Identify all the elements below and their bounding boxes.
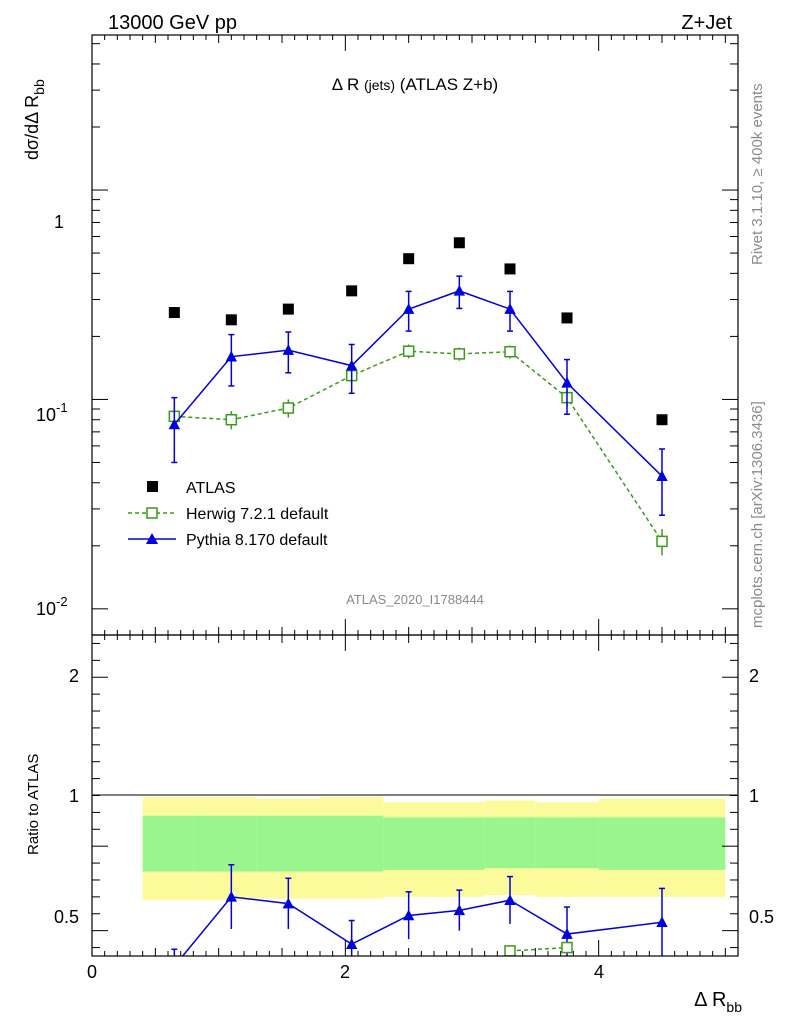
ratio-herwig-point (504, 945, 516, 956)
herwig-point (504, 345, 516, 358)
herwig-point (225, 413, 238, 426)
pythia-point (225, 350, 238, 362)
legend-atlas-marker (147, 481, 158, 492)
atlas-point (504, 263, 516, 275)
ratio-band-inner (193, 815, 257, 872)
atlas-point (282, 303, 294, 315)
ratio-band-inner (434, 817, 485, 870)
ratio-band-inner (535, 817, 599, 869)
ratio-pythia-point (282, 897, 295, 909)
ratio-pythia-point (504, 894, 516, 906)
ratio-frame (91, 634, 739, 957)
ratio-herwig-point (561, 941, 573, 954)
ratio-pythia-point (402, 909, 415, 921)
legend-atlas-label: ATLAS (186, 480, 236, 497)
herwig-point (402, 345, 415, 357)
atlas-point (225, 314, 237, 326)
ratio-y-tick-2-left: 2 (69, 666, 79, 686)
analysis-watermark: ATLAS_2020_I1788444 (346, 592, 484, 607)
herwig-point (282, 402, 295, 414)
atlas-point (346, 285, 358, 297)
ratio-y-tick-2-right: 2 (749, 666, 759, 686)
main-data-layer (168, 237, 668, 556)
legend-herwig-marker (146, 507, 158, 519)
x-tick-label-0: 0 (87, 962, 97, 982)
main-panel: Δ R (jets) (ATLAS Z+b) dσ/dΔ Rbb 1 10-1 … (22, 34, 739, 636)
ratio-y-axis-label: Ratio to ATLAS (25, 754, 42, 855)
pythia-point (168, 418, 181, 430)
pythia-point (656, 470, 668, 481)
header-left-title: 13000 GeV pp (108, 12, 237, 34)
mcplots-label: mcplots.cern.ch [arXiv:1306.3436] (749, 401, 766, 628)
y-tick-label-1: 1 (54, 212, 64, 232)
legend-pythia-label: Pythia 8.170 default (186, 532, 328, 549)
ratio-pythia-point (561, 928, 573, 939)
pythia-point (402, 303, 415, 314)
ratio-y-tick-1-left: 1 (69, 786, 79, 806)
pythia-line (173, 290, 663, 477)
ratio-band-inner (320, 815, 384, 872)
ratio-band-inner (598, 817, 726, 870)
pythia-point (282, 344, 295, 355)
pythia-point (561, 376, 573, 388)
x-tick-label-2: 2 (340, 962, 350, 982)
main-axis-ticks (91, 35, 738, 635)
ratio-pythia-point (345, 938, 358, 949)
main-y-axis-label: dσ/dΔ Rbb (22, 79, 47, 160)
ratio-band-inner (256, 815, 320, 872)
atlas-point (453, 237, 465, 249)
atlas-point (656, 414, 668, 426)
rivet-label: Rivet 3.1.10, ≥ 400k events (749, 83, 766, 265)
atlas-point (168, 307, 180, 319)
y-tick-label-0.1: 10-1 (36, 400, 68, 425)
ratio-pythia-point (453, 904, 466, 916)
ratio-pythia-point (169, 960, 180, 971)
ratio-y-tick-0.5-left: 0.5 (54, 907, 79, 927)
ratio-panel: Ratio to ATLAS 2 1 0.5 2 1 0.5 0 2 4 Δ R… (25, 634, 774, 1015)
ratio-pythia-point (225, 890, 238, 902)
ratio-y-tick-1-right: 1 (749, 786, 759, 806)
ratio-herwig-line (509, 946, 568, 952)
ratio-band-inner (383, 817, 434, 870)
x-tick-label-4: 4 (594, 962, 604, 982)
legend-herwig-label: Herwig 7.2.1 default (186, 506, 329, 523)
pythia-point (345, 359, 358, 371)
herwig-point (656, 535, 668, 548)
ratio-band-inner (484, 817, 536, 869)
atlas-point (561, 312, 573, 324)
ratio-data-layer (169, 864, 668, 971)
pythia-point (453, 284, 466, 296)
header-right-title: Z+Jet (681, 12, 732, 34)
atlas-point (403, 253, 415, 265)
legend: ATLAS Herwig 7.2.1 default Pythia 8.170 … (128, 480, 329, 549)
y-tick-label-0.01: 10-2 (36, 594, 68, 619)
ratio-y-tick-0.5-right: 0.5 (749, 907, 774, 927)
ratio-pythia-point (656, 916, 668, 928)
x-axis-label: Δ Rbb (694, 989, 742, 1015)
herwig-point (453, 348, 466, 360)
ratio-band-inner (142, 815, 194, 872)
pythia-point (504, 303, 516, 314)
legend-pythia-marker (146, 533, 158, 544)
ratio-uncertainty-bands (142, 797, 726, 901)
ratio-axis-ticks (91, 635, 738, 956)
plot-title: Δ R (jets) (ATLAS Z+b) (332, 75, 498, 94)
